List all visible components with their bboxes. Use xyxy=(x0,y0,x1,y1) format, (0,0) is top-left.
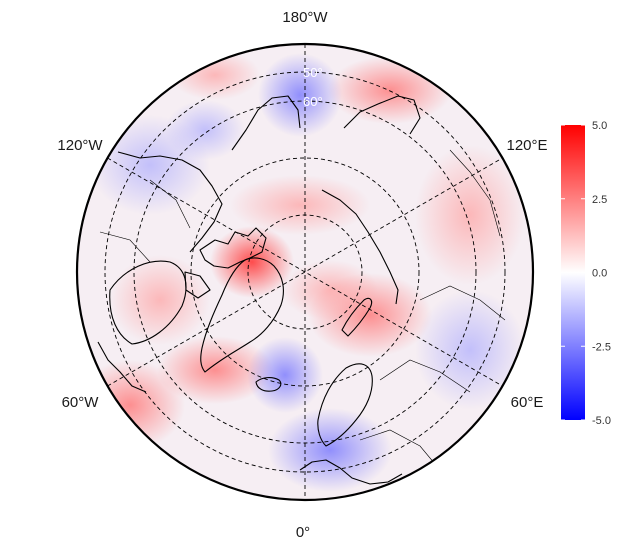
labrador-coast xyxy=(97,341,147,393)
kamchatka-coast xyxy=(343,95,421,135)
border-line xyxy=(359,429,441,471)
border-line xyxy=(149,179,191,229)
coastlines xyxy=(97,95,421,485)
colorbar-tick-label: 0.0 xyxy=(592,268,607,280)
graticule xyxy=(104,44,506,500)
colorbar-tick-label: 5.0 xyxy=(592,120,607,132)
siberia-north-coast xyxy=(321,189,399,305)
anomaly-patch-barents-sea xyxy=(282,260,378,320)
latitude-circle-50 xyxy=(104,71,506,473)
map-border xyxy=(75,42,535,502)
anomaly-patch-east-siberian-sea xyxy=(230,175,370,235)
colorbar-ticks: 5.0 2.5 0.0 -2.5 -5.0 xyxy=(561,120,611,427)
anomaly-patch-eastern-siberia xyxy=(415,145,525,285)
europe-coast xyxy=(299,459,403,485)
anomaly-patch-gulf-of-alaska xyxy=(328,56,452,124)
colorbar-tick-label: -5.0 xyxy=(592,415,611,427)
longitude-label-60w: 60°W xyxy=(62,394,100,411)
anomaly-patch-alaska-interior xyxy=(165,100,245,160)
north-america-north-coast xyxy=(117,151,223,253)
border-line xyxy=(99,231,151,263)
longitude-label-0: 0° xyxy=(296,524,310,541)
longitude-label-120w: 120°W xyxy=(57,137,103,154)
border-line xyxy=(449,149,501,237)
anomaly-patch-scandinavia xyxy=(268,408,392,492)
country-borders xyxy=(99,149,506,471)
colorbar-tick-label: 2.5 xyxy=(592,194,607,206)
scandinavia-coast xyxy=(317,363,373,447)
latitude-label-60: 60° xyxy=(303,94,323,109)
hudson-bay-coast xyxy=(109,260,187,345)
novaya-zemlya-coast xyxy=(341,297,373,337)
anomaly-patch-canadian-archipelago xyxy=(210,226,294,298)
longitude-label-120e: 120°E xyxy=(506,137,547,154)
anomaly-patch-central-asia xyxy=(415,290,525,410)
map-disc: 50° 60° xyxy=(75,42,535,502)
colorbar: 5.0 2.5 0.0 -2.5 -5.0 xyxy=(561,120,611,427)
latitude-label-50: 50° xyxy=(303,65,323,80)
latitude-circle-70 xyxy=(190,157,420,387)
iceland-coast xyxy=(255,377,282,392)
anomaly-patch-south-of-iceland xyxy=(247,337,323,413)
meridian-60w-120e xyxy=(107,157,503,387)
anomaly-patch-bering-sea xyxy=(258,53,342,137)
colorbar-tick-label: -2.5 xyxy=(592,341,611,353)
longitude-label-180w: 180°W xyxy=(282,9,328,26)
anomaly-patch-southeast-greenland xyxy=(157,336,273,404)
anomaly-patch-pacific-west xyxy=(170,50,260,100)
alaska-coast xyxy=(231,95,301,151)
border-line xyxy=(379,359,471,393)
greenland-coast xyxy=(200,257,284,373)
longitude-label-60e: 60°E xyxy=(511,394,544,411)
meridian-120w-60e xyxy=(107,157,503,387)
border-line xyxy=(419,285,506,321)
